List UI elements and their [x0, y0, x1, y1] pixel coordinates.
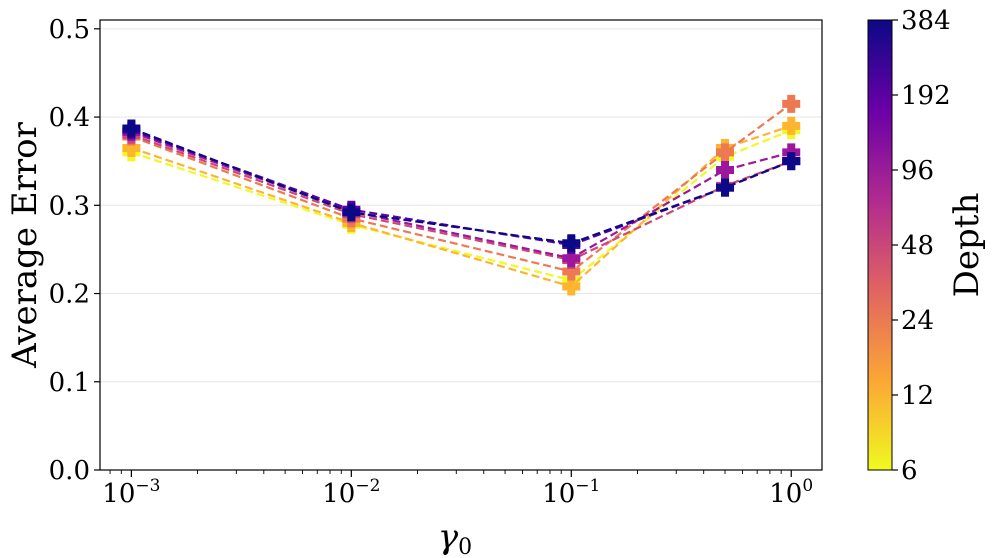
x-tick-exponent: −2: [355, 476, 380, 496]
series-depth-192: [122, 121, 801, 254]
x-tick-base: 10: [102, 479, 135, 509]
colorbar-gradient: [867, 19, 893, 471]
data-point-marker: [342, 203, 361, 222]
data-point-marker: [716, 178, 735, 197]
series-line: [131, 127, 792, 245]
x-tick-base: 10: [322, 479, 355, 509]
x-tick-exponent: −3: [135, 476, 160, 496]
y-tick-label: 0.0: [49, 456, 90, 486]
data-point-marker: [562, 277, 581, 296]
y-tick-label: 0.3: [49, 191, 90, 221]
x-tick-base: 10: [769, 479, 802, 509]
y-tick-label: 0.4: [49, 103, 90, 133]
x-axis-title-subscript: 0: [458, 535, 472, 558]
data-point-marker: [782, 94, 801, 113]
y-tick-label: 0.1: [49, 368, 90, 398]
series-line: [131, 102, 792, 273]
x-tick-exponent: 0: [802, 476, 813, 496]
colorbar-tick-label: 6: [901, 456, 918, 486]
x-tick-base: 10: [542, 479, 575, 509]
series-depth-96: [122, 123, 801, 268]
x-axis-title: γ0: [438, 517, 472, 558]
colorbar-title: Depth: [947, 193, 987, 298]
series-depth-12: [122, 116, 801, 296]
data-point-marker: [716, 143, 735, 162]
series-line: [131, 133, 792, 262]
colorbar-tick-label: 192: [901, 81, 951, 111]
x-tick-label: 100: [769, 476, 813, 509]
x-axis-title-symbol: γ: [438, 517, 459, 557]
y-tick-label: 0.5: [49, 15, 90, 45]
series-line: [131, 129, 792, 247]
data-point-marker: [716, 161, 735, 179]
data-point-marker: [562, 249, 581, 268]
y-tick-label: 0.2: [49, 280, 90, 310]
x-tick-label: 10−3: [102, 476, 160, 509]
plot-frame: [99, 19, 823, 471]
data-point-marker: [782, 116, 801, 135]
series-depth-24: [122, 94, 801, 281]
data-point-marker: [122, 119, 141, 138]
x-axis: 10−3 10−2 10−1 100: [102, 470, 813, 509]
x-tick-label: 10−2: [322, 476, 380, 509]
colorbar-tick-label: 24: [901, 306, 934, 336]
series-line: [131, 124, 792, 288]
colorbar: 6 12 24 48 96 192 384: [867, 6, 951, 486]
colorbar-tick-label: 96: [901, 156, 934, 186]
colorbar-tick-label: 48: [901, 231, 934, 261]
y-axis: 0.0 0.1 0.2 0.3 0.4 0.5: [49, 15, 100, 486]
colorbar-tick-label: 12: [901, 381, 934, 411]
gridlines: [100, 28, 822, 471]
data-point-marker: [782, 152, 801, 171]
data-point-marker: [562, 262, 581, 281]
colorbar-tick-label: 384: [901, 6, 951, 36]
series-depth-384: [122, 119, 801, 253]
data-point-marker: [122, 138, 141, 157]
series-group: [122, 94, 801, 296]
x-tick-exponent: −1: [575, 476, 600, 496]
y-axis-title: Average Error: [5, 121, 45, 369]
series-line: [131, 131, 792, 260]
data-point-marker: [562, 234, 581, 253]
x-tick-label: 10−1: [542, 476, 600, 509]
